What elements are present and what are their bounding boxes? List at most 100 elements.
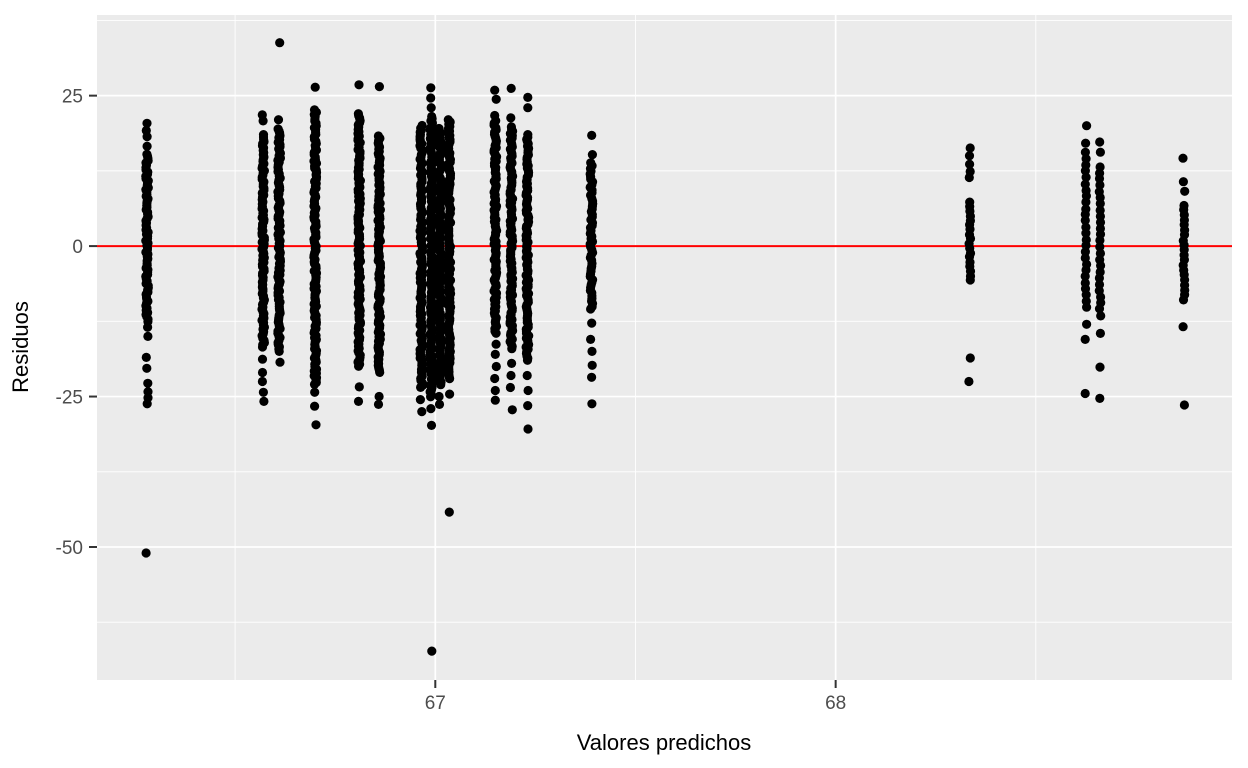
data-point [1095,362,1105,372]
data-point [523,130,533,140]
data-point [1095,137,1105,147]
data-point [427,646,437,656]
data-point [1178,177,1188,187]
x-tick-label: 67 [425,693,446,714]
data-point [965,143,975,153]
data-point [1082,121,1092,131]
data-point [273,124,283,134]
axis-tick-labels: 67 68 25 0 -25 -50 [56,87,847,714]
data-point [258,130,269,140]
data-point [1081,296,1091,306]
data-point [275,357,285,367]
data-point [964,151,975,161]
data-point [964,172,974,183]
x-tick-label: 68 [825,693,846,714]
data-point [490,110,500,121]
y-tick-label: -25 [56,388,83,409]
x-axis-title: Valores predichos [577,730,751,755]
data-point [427,111,437,122]
data-point [1178,153,1188,163]
data-point [523,92,533,102]
data-point [310,387,320,397]
data-point [275,38,285,48]
data-point [143,331,153,341]
data-point [1180,186,1190,196]
y-tick-label: 25 [62,87,83,108]
data-point [587,346,597,356]
data-point [523,401,533,411]
data-point [507,358,517,368]
data-point [426,83,436,93]
data-point [259,396,269,406]
data-point [523,424,533,434]
data-point [1095,242,1105,252]
data-point [490,385,500,396]
data-point [374,82,384,92]
data-point [373,399,384,409]
data-point [1179,200,1189,211]
data-point [373,131,383,141]
data-point [310,82,320,92]
data-point [587,150,598,160]
data-point [142,141,152,151]
data-point [1095,267,1105,277]
data-point [426,420,437,430]
data-point [1095,180,1105,190]
data-point [491,94,501,104]
data-point [141,548,151,558]
data-point [142,118,152,128]
plot-panel [97,15,1232,680]
data-point [309,105,320,115]
data-point [1080,388,1090,399]
data-point [1080,179,1090,189]
data-point [310,401,320,411]
data-point [1081,138,1091,148]
data-point [444,507,454,517]
data-point [1179,400,1189,410]
data-point [587,318,597,328]
data-point [1178,322,1188,332]
data-point [445,389,455,399]
data-point [522,370,532,381]
data-point [1081,222,1091,232]
data-point [434,399,445,409]
data-point [1095,328,1105,338]
data-point [273,115,284,125]
data-point [434,123,444,134]
data-point [354,80,364,90]
data-point [490,85,500,95]
data-point [965,353,975,363]
data-point [506,113,516,123]
data-point [1082,319,1092,329]
data-points [141,38,1190,656]
data-point [353,396,364,406]
data-point [353,109,363,119]
data-point [1094,187,1104,197]
data-point [374,391,384,402]
axis-tick-marks [89,94,837,688]
data-point [257,354,268,364]
y-tick-label: -50 [56,538,83,559]
data-point [491,361,501,372]
data-point [1095,205,1105,215]
data-point [491,339,501,349]
data-point [505,382,515,393]
data-point [964,376,974,387]
data-point [143,378,153,388]
data-point [443,115,453,125]
data-point [1080,278,1090,288]
data-point [257,367,268,378]
data-point [258,116,268,126]
data-point [142,149,152,159]
data-point [523,385,533,396]
data-point [415,395,425,405]
data-point [1080,334,1090,344]
data-point [523,103,533,113]
data-point [506,370,516,381]
data-point [257,376,267,387]
data-point [142,132,152,142]
data-point [586,158,596,168]
data-point [587,399,597,409]
data-point [1094,279,1105,290]
